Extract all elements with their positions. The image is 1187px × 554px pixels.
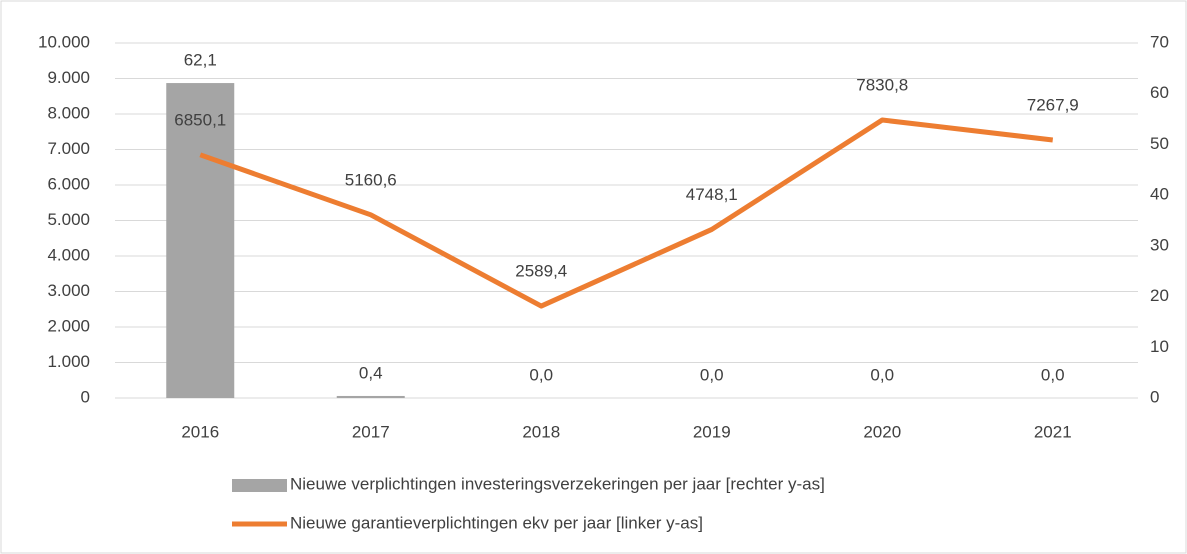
data-label: 2589,4 <box>515 262 567 281</box>
y2-tick-label: 20 <box>1150 286 1169 305</box>
data-label: 4748,1 <box>686 185 738 204</box>
y2-tick-label: 10 <box>1150 337 1169 356</box>
data-label: 0,0 <box>870 365 894 384</box>
y2-tick-label: 50 <box>1150 134 1169 153</box>
data-label: 0,0 <box>529 365 553 384</box>
x-tick-label: 2020 <box>863 422 901 441</box>
x-tick-label: 2017 <box>352 422 390 441</box>
y-tick-label: 0 <box>81 387 90 406</box>
data-label: 7267,9 <box>1027 95 1079 114</box>
legend-swatch <box>232 479 287 492</box>
y-tick-label: 6.000 <box>47 174 90 193</box>
y-tick-label: 3.000 <box>47 281 90 300</box>
legend-label: Nieuwe verplichtingen investeringsverzek… <box>290 474 825 493</box>
y-tick-label: 5.000 <box>47 210 90 229</box>
data-label: 62,1 <box>184 51 217 70</box>
data-label: 0,0 <box>1041 365 1065 384</box>
x-tick-label: 2016 <box>181 422 219 441</box>
y2-tick-label: 30 <box>1150 235 1169 254</box>
data-label: 5160,6 <box>345 170 397 189</box>
y-tick-label: 1.000 <box>47 352 90 371</box>
y2-tick-label: 40 <box>1150 185 1169 204</box>
data-label: 0,4 <box>359 363 383 382</box>
y-tick-label: 7.000 <box>47 139 90 158</box>
line <box>199 117 1054 309</box>
legend-label: Nieuwe garantieverplichtingen ekv per ja… <box>290 513 703 532</box>
y-tick-label: 2.000 <box>47 316 90 335</box>
data-label: 7830,8 <box>856 75 908 94</box>
y2-tick-label: 0 <box>1150 387 1159 406</box>
x-tick-label: 2019 <box>693 422 731 441</box>
y-tick-label: 4.000 <box>47 245 90 264</box>
data-label: 0,0 <box>700 365 724 384</box>
y-tick-label: 8.000 <box>47 103 90 122</box>
y2-tick-label: 70 <box>1150 32 1169 51</box>
bar <box>336 395 405 398</box>
x-tick-label: 2018 <box>522 422 560 441</box>
y-tick-label: 10.000 <box>38 32 90 51</box>
bar <box>166 83 235 399</box>
y-tick-label: 9.000 <box>47 68 90 87</box>
x-tick-label: 2021 <box>1034 422 1072 441</box>
data-label: 6850,1 <box>174 110 226 129</box>
y2-tick-label: 60 <box>1150 83 1169 102</box>
